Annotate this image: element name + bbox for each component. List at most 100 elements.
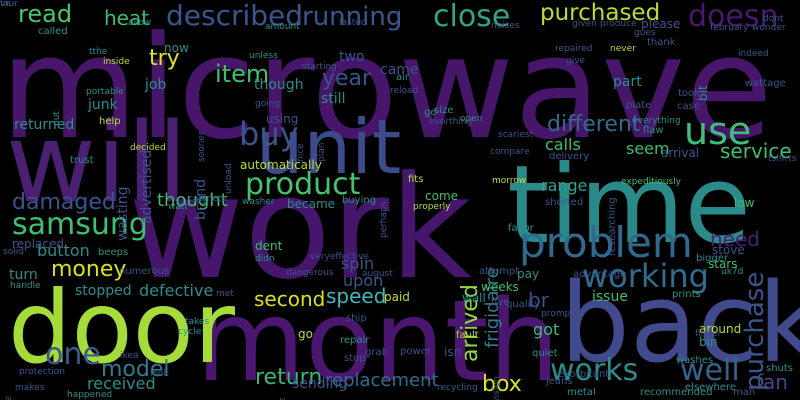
- word: perhaps: [379, 201, 389, 238]
- word: model: [101, 357, 170, 382]
- word: sending: [292, 376, 348, 392]
- word: advertised: [139, 149, 155, 224]
- word: washer: [242, 197, 275, 207]
- word: damaged: [12, 190, 116, 215]
- word: happened: [67, 390, 113, 400]
- word: never: [610, 44, 636, 54]
- word: exorbitant: [558, 369, 610, 380]
- word: delivery: [549, 151, 590, 162]
- word: month: [196, 277, 560, 400]
- word: air: [396, 72, 410, 83]
- word: quality: [506, 299, 541, 310]
- word: bigger: [696, 253, 729, 264]
- word: buying: [342, 195, 377, 206]
- word: microwave: [0, 6, 773, 171]
- word: money: [51, 257, 127, 282]
- word: ve: [0, 0, 11, 9]
- word: scariest: [498, 130, 534, 140]
- word: metal: [567, 387, 596, 398]
- word: ikea: [120, 351, 139, 361]
- word: problem: [519, 218, 693, 267]
- word: everthing: [429, 117, 473, 127]
- word: morrow: [492, 176, 527, 186]
- word: lasted: [339, 18, 367, 28]
- word: samsung: [12, 207, 148, 242]
- word: given: [572, 19, 597, 29]
- word: button: [37, 241, 90, 260]
- word: got: [533, 320, 560, 339]
- word: well: [680, 353, 740, 388]
- word: became: [287, 197, 336, 211]
- word: working: [582, 257, 709, 295]
- word: help: [99, 116, 121, 127]
- word: dont: [763, 14, 784, 24]
- word: repaired: [555, 44, 593, 54]
- word: buy: [239, 115, 299, 153]
- word: fan: [756, 370, 788, 394]
- word: range: [541, 176, 588, 195]
- word: now: [164, 41, 189, 55]
- word: shorted: [545, 197, 584, 208]
- word: thank: [647, 37, 676, 48]
- word: try: [149, 46, 180, 71]
- word: fault: [456, 330, 479, 341]
- word: elsewhere: [685, 382, 737, 393]
- word: stars: [708, 257, 738, 271]
- word: unit: [256, 103, 402, 191]
- word: took: [678, 88, 700, 99]
- word: still: [321, 91, 346, 107]
- word: arrival: [661, 146, 700, 160]
- word: supervision: [492, 377, 502, 400]
- word: open: [460, 114, 483, 124]
- word: works: [550, 353, 639, 388]
- word: solid: [3, 247, 24, 257]
- word: look: [150, 369, 169, 379]
- word: flaw: [643, 125, 664, 136]
- word: ge: [424, 107, 437, 118]
- word: second: [254, 287, 326, 311]
- word: return: [255, 365, 323, 390]
- word: bin: [699, 335, 718, 349]
- word: makes: [15, 383, 45, 393]
- word: trust: [70, 155, 94, 166]
- word: two: [339, 49, 365, 65]
- word: grab: [365, 347, 388, 358]
- word: replacement: [325, 370, 439, 391]
- word: defective: [139, 281, 214, 300]
- word: finger: [695, 329, 722, 339]
- word: time: [507, 143, 752, 268]
- word: prints: [672, 289, 701, 300]
- word: issue: [592, 289, 628, 305]
- word: dangerous: [286, 268, 334, 278]
- word: handle: [10, 281, 41, 291]
- word: watt: [168, 202, 188, 212]
- word: wonder: [752, 23, 786, 33]
- word: nice: [296, 142, 306, 162]
- word: using: [266, 112, 299, 126]
- word: beeps: [98, 247, 129, 258]
- word: repair: [340, 335, 370, 346]
- word: unload: [224, 163, 234, 195]
- word: prompt: [541, 309, 574, 319]
- word: february: [710, 23, 749, 33]
- word: job: [145, 77, 167, 93]
- word: seem: [626, 139, 670, 158]
- word: came: [380, 62, 419, 78]
- word: cycle: [178, 327, 202, 337]
- word: running: [302, 2, 403, 32]
- word: doesn: [688, 0, 779, 34]
- word: size: [434, 105, 454, 116]
- word: sooner: [197, 131, 207, 163]
- word: veryeffective: [310, 252, 370, 262]
- word: four: [0, 0, 19, 9]
- word: read: [18, 0, 73, 28]
- word: described: [166, 0, 304, 32]
- word: didn: [255, 254, 275, 264]
- word: junk: [88, 97, 118, 113]
- word: received: [87, 374, 156, 393]
- word: recycling: [437, 383, 478, 393]
- word: expeditiously: [621, 177, 681, 187]
- word: noises: [491, 21, 520, 31]
- word: different: [547, 112, 641, 137]
